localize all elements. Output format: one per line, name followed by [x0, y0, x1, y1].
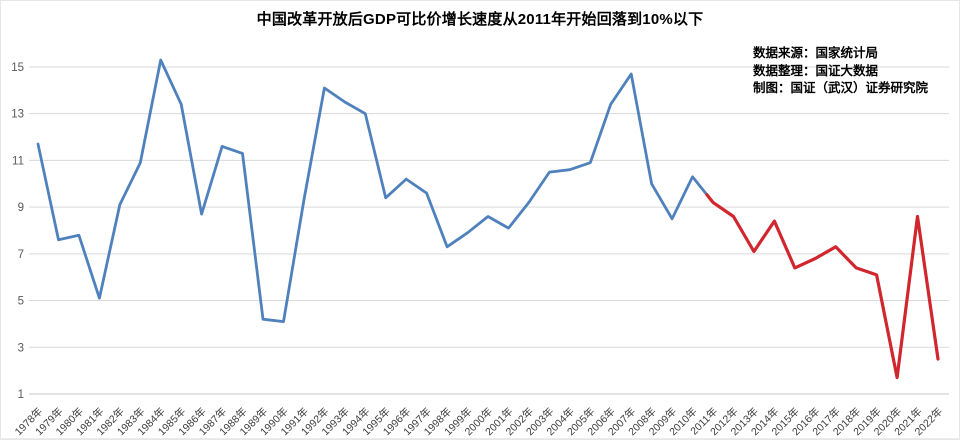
gdp-line-2011-2022: [705, 193, 940, 380]
y-axis-tick-label: 5: [18, 296, 24, 308]
y-axis-tick-label: 1: [18, 389, 24, 401]
y-axis-tick-label: 7: [18, 249, 24, 261]
gdp-line-1978-2010: [36, 58, 709, 324]
chart-title: 中国改革开放后GDP可比价增长速度从2011年开始回落到10%以下: [256, 11, 704, 28]
annotation-block: 数据来源：国家统计局 数据整理：国证大数据 制图：国证（武汉）证券研究院: [753, 45, 928, 98]
chart-maker-note: 制图：国证（武汉）证券研究院: [753, 81, 929, 95]
y-axis-tick-label: 11: [12, 155, 24, 167]
y-axis-tick-label: 13: [11, 109, 24, 121]
data-source-note: 数据来源：国家统计局: [753, 46, 879, 60]
data-compiler-note: 数据整理：国证大数据: [753, 63, 879, 78]
y-axis-tick-label: 9: [18, 202, 24, 214]
y-axis-tick-label: 3: [18, 342, 24, 354]
y-axis-tick-label: 15: [11, 62, 24, 74]
